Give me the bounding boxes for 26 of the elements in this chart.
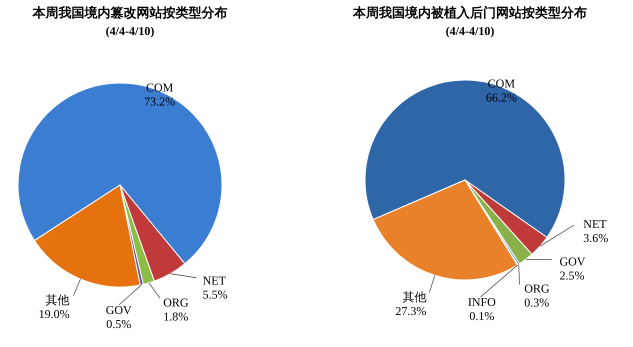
- data-label: 3.6%: [583, 230, 608, 245]
- slice-label: 其他: [402, 290, 426, 304]
- data-label: 2.5%: [559, 268, 584, 282]
- data-label: 27.3%: [395, 304, 426, 318]
- data-label: 66.2%: [486, 90, 517, 104]
- data-label: 1.8%: [163, 310, 188, 324]
- slice-label: ORG: [524, 281, 550, 296]
- slice-label: COM: [146, 80, 174, 94]
- chart-subtitle: (4/4-4/10): [446, 24, 494, 38]
- slice-label: NET: [583, 216, 608, 231]
- slice-label: COM: [488, 76, 516, 90]
- slice-label: GOV: [559, 254, 586, 268]
- slice-label: 其他: [46, 292, 70, 307]
- chart-title: 本周我国境内篡改网站按类型分布: [32, 5, 228, 20]
- chart-title: 本周我国境内被植入后门网站按类型分布: [352, 5, 587, 20]
- data-label: 73.2%: [144, 94, 176, 108]
- data-label: 5.5%: [202, 287, 228, 302]
- slice-label: NET: [202, 273, 227, 288]
- slice-label: INFO: [468, 294, 496, 309]
- chart-subtitle: (4/4-4/10): [106, 24, 154, 38]
- data-label: 0.3%: [524, 295, 550, 310]
- data-label: 0.1%: [469, 308, 494, 323]
- data-label: 19.0%: [38, 306, 70, 321]
- data-label: 0.5%: [106, 316, 132, 331]
- slice-label: ORG: [163, 296, 189, 310]
- slice-label: GOV: [106, 302, 132, 317]
